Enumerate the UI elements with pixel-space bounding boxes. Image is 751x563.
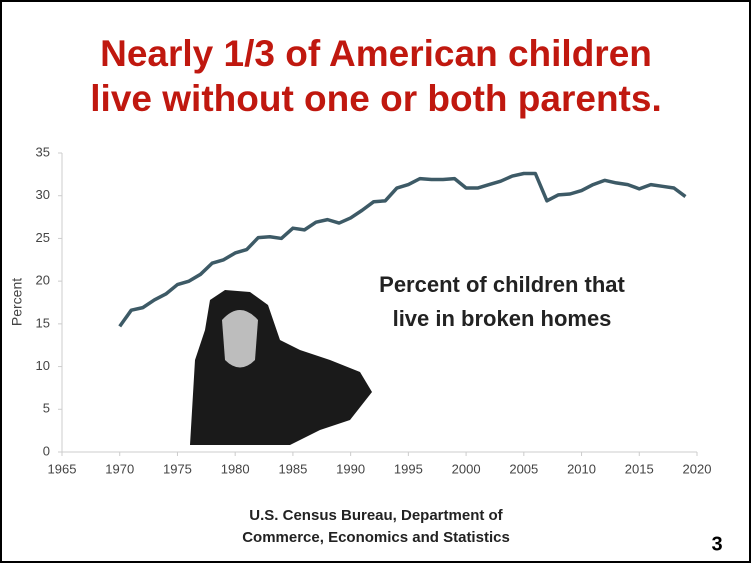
- annotation: Percent of children that: [379, 272, 625, 297]
- annotation: live in broken homes: [393, 306, 612, 331]
- y-tick-label: 10: [36, 358, 50, 373]
- x-tick-label: 1970: [105, 461, 134, 476]
- y-tick-label: 25: [36, 230, 50, 245]
- x-tick-label: 1965: [48, 461, 77, 476]
- x-tick-label: 2000: [452, 461, 481, 476]
- source: Commerce, Economics and Statistics: [242, 529, 510, 546]
- title-line: Nearly 1/3 of American children: [100, 33, 652, 74]
- x-tick-label: 1990: [336, 461, 365, 476]
- x-tick-label: 2005: [509, 461, 538, 476]
- y-tick-label: 30: [36, 187, 50, 202]
- x-tick-label: 1985: [278, 461, 307, 476]
- source: U.S. Census Bureau, Department of: [249, 507, 503, 524]
- x-tick-label: 2020: [683, 461, 712, 476]
- title-line: live without one or both parents.: [90, 78, 661, 119]
- y-axis-label: Percent: [9, 278, 25, 326]
- x-tick-label: 1975: [163, 461, 192, 476]
- x-tick-label: 2010: [567, 461, 596, 476]
- x-tick-label: 2015: [625, 461, 654, 476]
- y-tick-label: 15: [36, 315, 50, 330]
- data-line: [118, 171, 687, 328]
- y-tick-label: 0: [43, 443, 50, 458]
- y-tick-label: 5: [43, 401, 50, 416]
- boy-image: [190, 290, 372, 445]
- page-number: 3: [711, 533, 722, 555]
- x-tick-label: 1995: [394, 461, 423, 476]
- y-tick-label: 20: [36, 273, 50, 288]
- y-tick-label: 35: [36, 144, 50, 159]
- x-tick-label: 1980: [221, 461, 250, 476]
